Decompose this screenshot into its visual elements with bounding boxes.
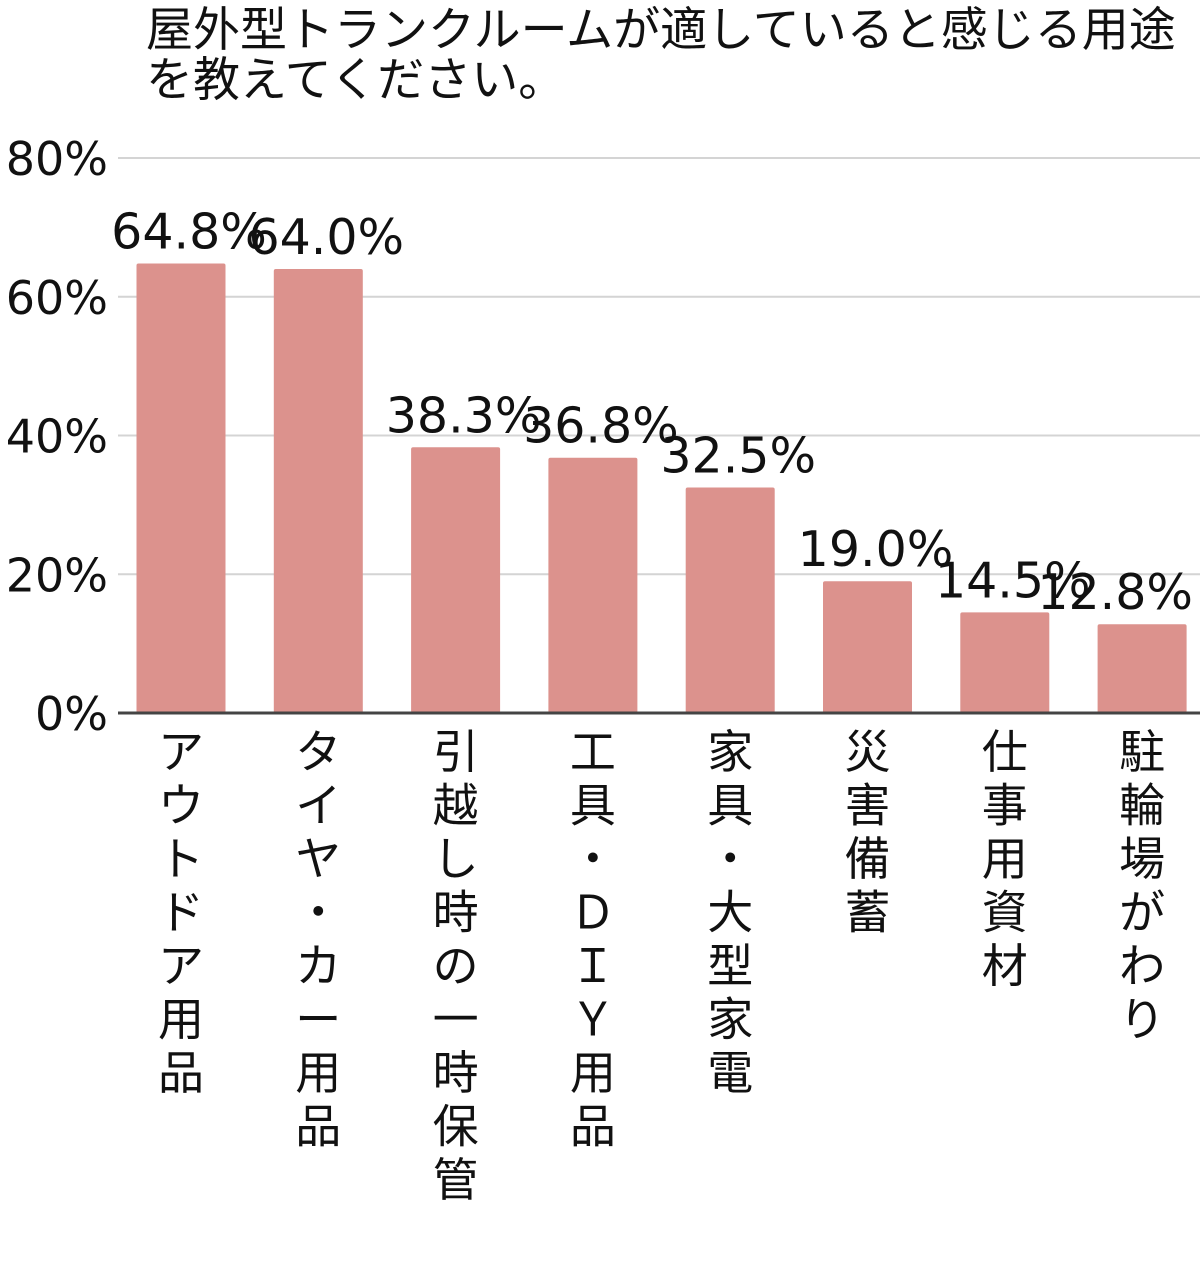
bar [1097,624,1187,713]
data-label: 32.5% [660,428,816,485]
x-tick-label: 駐輪場がわり [1119,725,1165,1047]
data-label: 64.0% [248,209,404,266]
y-tick-label: 0% [35,687,108,741]
bar [411,447,501,713]
bar [685,487,775,713]
chart-title: 屋外型トランクルームが適していると感じる用途を教えてください。 [146,3,1176,108]
x-tick-label: 引越し時の一時保管 [433,725,479,1207]
data-label: 14.5% [935,552,1091,609]
x-tick-label: 家具・大型家電 [707,725,753,1100]
x-tick-label: アウトドア用品 [158,725,204,1100]
y-tick-label: 80% [6,132,108,186]
y-tick-label: 20% [6,548,108,602]
data-label: 38.3% [386,387,542,444]
bar [960,612,1050,713]
y-tick-label: 40% [6,410,108,464]
bar [823,581,912,713]
data-label: 12.8% [1037,564,1193,621]
y-tick-label: 60% [6,271,108,325]
data-label: 36.8% [523,398,679,455]
x-tick-label: タイヤ・カー用品 [295,725,341,1154]
data-label: 19.0% [798,521,954,578]
bar [273,269,363,713]
x-tick-label: 災害備蓄 [845,725,891,940]
x-tick-label: 仕事用資材 [982,725,1028,993]
x-tick-label: 工具・ＤＩＹ用品 [570,725,616,1154]
bar [548,457,638,713]
bar [136,263,226,713]
data-label: 64.8% [111,203,267,260]
